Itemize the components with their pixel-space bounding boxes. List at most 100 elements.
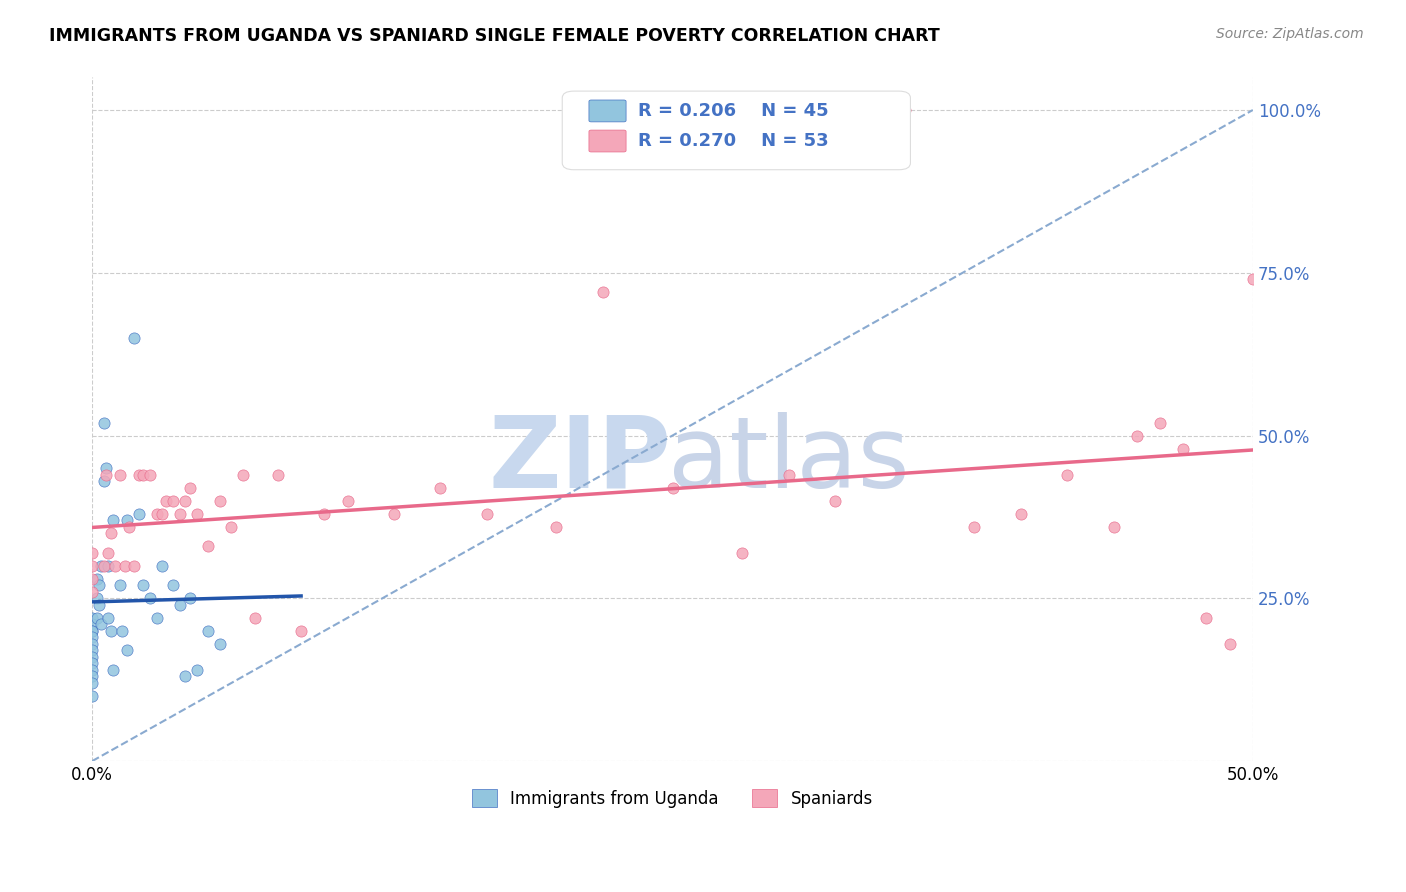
Point: [82, 624, 104, 638]
Point: [82, 669, 104, 683]
Text: IMMIGRANTS FROM UGANDA VS SPANIARD SINGLE FEMALE POVERTY CORRELATION CHART: IMMIGRANTS FROM UGANDA VS SPANIARD SINGL…: [49, 27, 941, 45]
Point: [82, 584, 104, 599]
Point: [475, 507, 498, 521]
Legend: Immigrants from Uganda, Spaniards: Immigrants from Uganda, Spaniards: [465, 783, 880, 814]
Point: [179, 481, 201, 495]
Point: [1219, 637, 1241, 651]
Point: [101, 513, 124, 527]
Point: [778, 467, 800, 482]
FancyBboxPatch shape: [589, 130, 626, 152]
Point: [104, 558, 127, 573]
Point: [139, 591, 162, 606]
Point: [1010, 507, 1032, 521]
Point: [82, 676, 104, 690]
Point: [82, 546, 104, 560]
Point: [89, 578, 111, 592]
Point: [1241, 272, 1264, 286]
Point: [893, 103, 915, 117]
FancyBboxPatch shape: [589, 100, 626, 122]
Point: [546, 519, 568, 533]
Text: atlas: atlas: [668, 412, 910, 508]
Point: [824, 493, 846, 508]
Point: [86, 572, 108, 586]
Point: [94, 461, 117, 475]
Text: ZIP: ZIP: [488, 412, 671, 508]
Point: [197, 539, 219, 553]
Point: [179, 591, 201, 606]
Point: [93, 474, 115, 488]
Text: R = 0.270    N = 53: R = 0.270 N = 53: [638, 132, 828, 150]
Text: Source: ZipAtlas.com: Source: ZipAtlas.com: [1216, 27, 1364, 41]
Point: [82, 631, 104, 645]
Point: [86, 591, 108, 606]
Point: [169, 598, 191, 612]
Point: [150, 507, 173, 521]
Point: [115, 643, 138, 657]
Point: [86, 611, 108, 625]
Point: [731, 546, 754, 560]
Point: [82, 689, 104, 703]
Point: [93, 416, 115, 430]
Point: [82, 643, 104, 657]
Point: [1173, 442, 1195, 456]
Point: [174, 669, 197, 683]
Point: [82, 624, 104, 638]
Point: [243, 611, 266, 625]
Point: [186, 507, 208, 521]
Point: [150, 558, 173, 573]
Point: [139, 467, 162, 482]
Point: [82, 572, 104, 586]
Text: R = 0.206    N = 45: R = 0.206 N = 45: [638, 102, 828, 120]
Point: [314, 507, 336, 521]
Point: [108, 467, 131, 482]
Point: [661, 481, 683, 495]
Point: [963, 519, 986, 533]
Point: [100, 526, 122, 541]
Point: [155, 493, 177, 508]
Point: [174, 493, 197, 508]
FancyBboxPatch shape: [562, 91, 911, 169]
Point: [162, 578, 184, 592]
Point: [146, 611, 169, 625]
Point: [93, 558, 115, 573]
Point: [82, 617, 104, 632]
Point: [169, 507, 191, 521]
Point: [100, 624, 122, 638]
Point: [197, 624, 219, 638]
Point: [132, 578, 155, 592]
Point: [221, 519, 243, 533]
Point: [97, 546, 120, 560]
Point: [97, 611, 120, 625]
Point: [429, 481, 451, 495]
Point: [90, 617, 112, 632]
Point: [146, 507, 169, 521]
Point: [108, 578, 131, 592]
Point: [382, 507, 405, 521]
Point: [232, 467, 254, 482]
Point: [94, 467, 117, 482]
Point: [128, 467, 150, 482]
Point: [115, 513, 138, 527]
Point: [82, 657, 104, 671]
Point: [82, 649, 104, 664]
Point: [101, 663, 124, 677]
Point: [111, 624, 134, 638]
Point: [208, 493, 231, 508]
Point: [82, 663, 104, 677]
Point: [132, 467, 155, 482]
Point: [90, 558, 112, 573]
Point: [118, 519, 141, 533]
Point: [89, 598, 111, 612]
Point: [97, 558, 120, 573]
Point: [128, 507, 150, 521]
Point: [82, 558, 104, 573]
Point: [82, 637, 104, 651]
Point: [1195, 611, 1218, 625]
Point: [186, 663, 208, 677]
Point: [592, 285, 614, 300]
Point: [336, 493, 359, 508]
Point: [1149, 416, 1171, 430]
Point: [162, 493, 184, 508]
Point: [114, 558, 136, 573]
Point: [267, 467, 290, 482]
